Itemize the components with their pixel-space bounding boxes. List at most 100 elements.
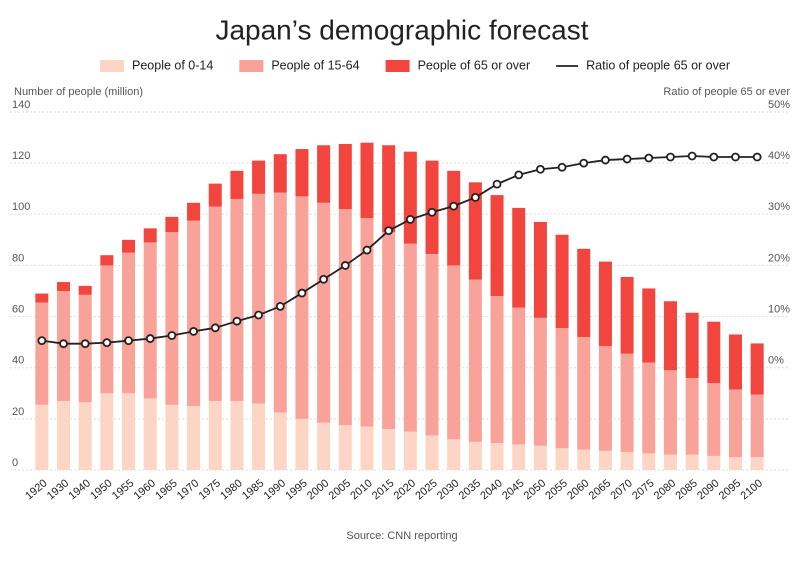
ratio-point [405,214,415,224]
ratio-point [601,155,610,165]
bar-segment [360,142,374,219]
bar-segment [317,422,331,470]
bar-segment [208,183,222,207]
bar-segment [685,312,699,378]
y-tick-label: 60 [12,303,24,315]
legend-swatch [385,60,410,72]
bar-segment [100,393,114,470]
bar-segment [403,151,417,244]
bar-segment [122,239,136,253]
bar-segment [230,400,244,470]
ratio-point [557,162,567,172]
x-tick-label: 1940 [67,477,93,502]
bar-segment [512,444,526,470]
ratio-point [37,336,47,346]
bar-segment [273,154,287,193]
legend-swatch [239,60,264,72]
bar-segment [78,294,92,403]
bar-segment [208,400,222,470]
bar-segment [165,404,179,470]
ratio-point [362,245,372,255]
bar-segment [143,242,157,399]
bar-segment [230,170,244,199]
bar-segment [598,345,612,451]
bar-segment [490,443,504,470]
bar-segment [165,216,179,233]
bar-segment [642,288,656,363]
bar-segment [57,400,71,470]
bar-segment [555,328,569,449]
x-tick-label: 2060 [565,477,591,502]
y-axis-label: Number of people (million) [14,86,143,98]
legend-label: People of 15-64 [271,58,359,72]
ratio-point [535,164,545,174]
ratio-point [275,301,285,311]
x-tick-label: 1975 [197,477,223,502]
ratio-point [579,158,589,168]
bar-segment [57,282,71,291]
bar-segment [750,394,764,458]
x-tick-label: 2030 [435,477,461,502]
bar-segment [707,321,721,384]
ratio-point [514,170,524,180]
ratio-point [124,336,133,346]
bar-segment [728,334,742,390]
bar-segment [35,293,49,303]
bar-segment [512,307,526,445]
x-tick-label: 1960 [132,477,158,502]
x-tick-label: 1930 [45,477,71,502]
chart-title: Japan’s demographic forecast [215,14,588,45]
bar-segment [187,220,201,407]
ratio-point [384,226,394,236]
x-tick-label: 1970 [175,477,201,502]
ratio-point [297,288,307,298]
y2-tick-label: 0% [768,355,784,367]
legend-label: People of 65 or over [418,58,531,72]
bar-segment [642,362,656,454]
bar-segment [338,425,352,470]
bar-segment [165,232,179,405]
bar-segment [382,145,396,233]
ratio-point [470,193,480,202]
ratio-point [210,323,220,333]
bar-segment [555,234,569,329]
x-tick-label: 2005 [327,477,353,502]
bar-segment [360,426,374,470]
bar-segment [122,393,136,470]
bar-segment [577,449,591,470]
bar-segment [317,145,331,203]
bar-segment [642,453,656,470]
x-tick-label: 1955 [110,477,136,502]
bar-segment [750,343,764,395]
bar-segment [230,198,244,401]
bar-segment [663,454,677,470]
bar-segment [685,377,699,455]
ratio-point [644,153,654,163]
bar-segment [143,398,157,470]
bar-segment [252,403,266,470]
ratio-point [666,152,675,162]
bar-segment [78,402,92,470]
ratio-point [189,327,198,336]
ratio-point [622,154,632,164]
x-tick-label: 2085 [673,477,699,502]
ratio-point [492,179,502,189]
x-tick-label: 1920 [23,477,49,502]
bar-segment [35,302,49,405]
bar-segment [728,457,742,470]
x-tick-label: 2055 [543,477,569,502]
bar-segment [35,404,49,470]
bar-segment [663,301,677,371]
bar-segment [425,253,439,436]
bar-segment [252,193,266,404]
bar-segment [750,457,764,470]
ratio-point [59,339,68,349]
x-tick-label: 2000 [305,477,331,502]
y-tick-label: 100 [12,201,30,213]
bar-segment [620,353,634,453]
bar-segment [317,202,331,423]
x-tick-label: 2100 [738,477,764,502]
bar-segment [208,206,222,401]
bar-segment [338,209,352,426]
ratio-point [102,338,112,348]
